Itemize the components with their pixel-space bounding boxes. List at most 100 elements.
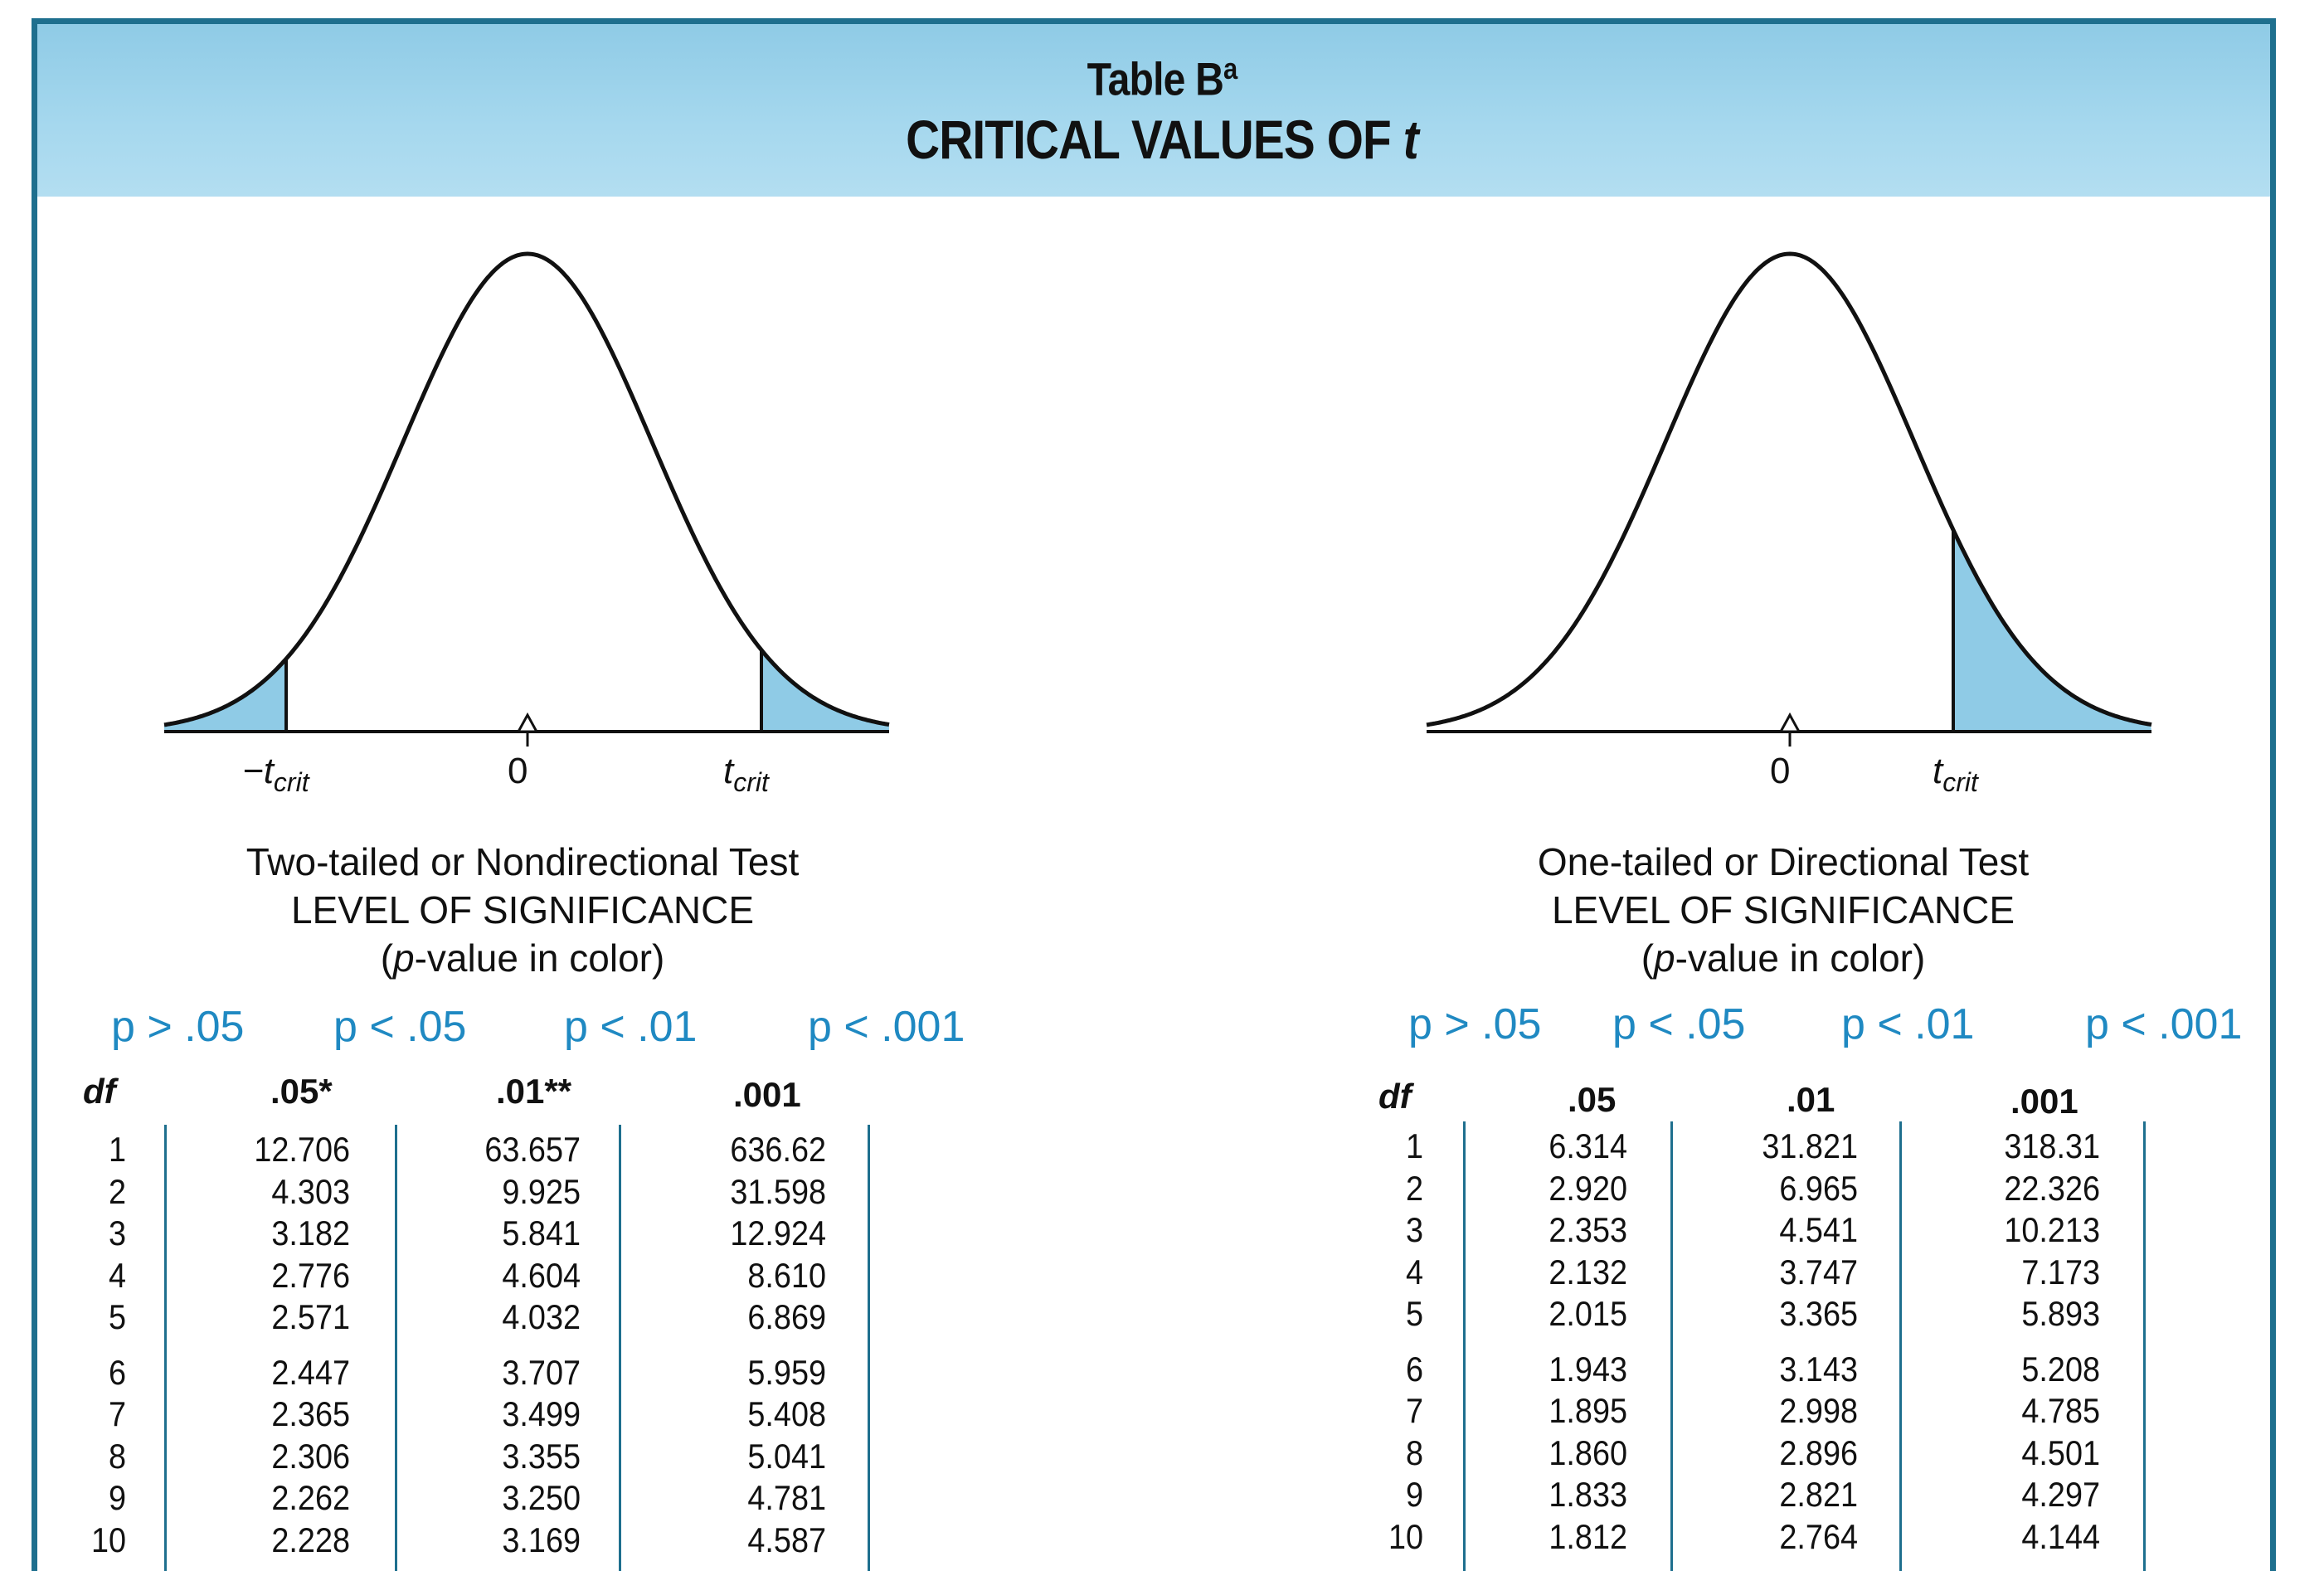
value-cell: 2.896 — [1779, 1432, 1858, 1472]
left-tail-shade — [164, 659, 286, 732]
col-header: .001 — [733, 1075, 801, 1114]
df-cell: 2 — [1405, 1168, 1423, 1208]
value-cell: 6.314 — [1549, 1126, 1627, 1165]
p-label: p < .05 — [333, 1003, 467, 1051]
p-label: p > .05 — [1408, 1000, 1542, 1048]
df-cell: 4 — [108, 1255, 126, 1295]
df-header: df — [1378, 1077, 1412, 1116]
value-cell: 2.132 — [1549, 1252, 1627, 1291]
value-cell: 31.821 — [1762, 1126, 1858, 1165]
value-cell: 2.262 — [271, 1478, 350, 1517]
one-tailed-curve — [1420, 224, 2158, 755]
value-cell: 2.571 — [271, 1297, 350, 1336]
column-rule — [1463, 1121, 1466, 1571]
value-cell: 12.706 — [254, 1130, 350, 1169]
two-tailed-caption: Two-tailed or Nondirectional Test LEVEL … — [246, 840, 800, 980]
column-rule — [1899, 1121, 1902, 1571]
value-cell: 318.31 — [2004, 1126, 2100, 1165]
value-cell: 1.943 — [1549, 1349, 1627, 1389]
value-cell: 1.812 — [1549, 1516, 1627, 1556]
df-cell: 4 — [1405, 1252, 1423, 1291]
zero-marker — [516, 712, 539, 733]
df-cell: 10 — [90, 1520, 126, 1559]
right-tail-shade — [761, 649, 889, 732]
column-rule — [1670, 1121, 1673, 1571]
df-cell: 5 — [108, 1297, 126, 1336]
col-header: .05* — [270, 1072, 333, 1111]
df-header: df — [83, 1072, 116, 1111]
table-frame — [32, 18, 2276, 1571]
p-label: p < .01 — [1841, 1000, 1975, 1048]
value-cell: 5.959 — [747, 1352, 826, 1392]
value-cell: 31.598 — [730, 1171, 826, 1211]
col-header: .05 — [1568, 1080, 1617, 1119]
df-cell: 6 — [1405, 1349, 1423, 1389]
value-cell: 4.785 — [2021, 1391, 2100, 1430]
df-cell: 5 — [1405, 1294, 1423, 1333]
df-cell: 10 — [1388, 1516, 1423, 1556]
p-label: p < .01 — [564, 1003, 698, 1051]
tcrit-label: tcrit — [1933, 751, 1978, 797]
table-subtitle: CRITICAL VALUES OF t — [906, 109, 1419, 170]
value-cell: 5.841 — [502, 1214, 581, 1252]
df-cell: 1 — [108, 1130, 126, 1169]
df-cell: 1 — [1405, 1126, 1423, 1165]
value-cell: 3.250 — [502, 1478, 581, 1517]
value-cell: 1.860 — [1549, 1432, 1627, 1472]
value-cell: 4.781 — [747, 1478, 826, 1517]
value-cell: 3.365 — [1779, 1294, 1858, 1333]
df-cell: 9 — [1405, 1475, 1423, 1514]
col-header: .01** — [496, 1072, 572, 1111]
column-rule — [2143, 1121, 2146, 1571]
value-cell: 3.747 — [1779, 1252, 1858, 1291]
table-title: Table Ba — [1087, 51, 1238, 105]
df-cell: 8 — [1405, 1432, 1423, 1472]
value-cell: 4.501 — [2021, 1432, 2100, 1472]
value-cell: 2.447 — [271, 1352, 350, 1392]
value-cell: 4.303 — [271, 1171, 350, 1211]
df-cell: 3 — [108, 1214, 126, 1252]
df-cell: 3 — [1405, 1210, 1423, 1249]
value-cell: 4.541 — [1779, 1210, 1858, 1249]
value-cell: 3.707 — [502, 1352, 581, 1392]
two-tailed-curve — [158, 224, 896, 755]
value-cell: 2.821 — [1779, 1475, 1858, 1514]
zero-label: 0 — [1770, 751, 1791, 791]
col-header: .001 — [2010, 1082, 2078, 1121]
value-cell: 22.326 — [2004, 1168, 2100, 1208]
value-cell: 3.143 — [1779, 1349, 1858, 1389]
p-label: p < .001 — [2085, 1000, 2243, 1048]
one-tailed-caption: One-tailed or Directional Test LEVEL OF … — [1537, 840, 2030, 980]
df-cell: 7 — [108, 1394, 126, 1433]
value-cell: 63.657 — [484, 1130, 581, 1169]
value-cell: 5.208 — [2021, 1349, 2100, 1389]
col-header: .01 — [1787, 1080, 1835, 1119]
value-cell: 2.920 — [1549, 1168, 1627, 1208]
df-cell: 9 — [108, 1478, 126, 1517]
value-cell: 4.032 — [502, 1297, 581, 1336]
df-cell: 2 — [108, 1171, 126, 1211]
value-cell: 2.776 — [271, 1255, 350, 1295]
value-cell: 5.041 — [747, 1436, 826, 1476]
value-cell: 4.587 — [747, 1520, 826, 1559]
value-cell: 4.604 — [502, 1255, 581, 1295]
value-cell: 636.62 — [730, 1130, 826, 1169]
zero-label: 0 — [508, 751, 528, 791]
p-label: p < .05 — [1612, 1000, 1746, 1048]
value-cell: 4.297 — [2021, 1475, 2100, 1514]
curve-line — [1426, 251, 2152, 727]
value-cell: 5.408 — [747, 1394, 826, 1433]
value-cell: 6.965 — [1779, 1168, 1858, 1208]
value-cell: 7.173 — [2021, 1252, 2100, 1291]
tcrit-label: tcrit — [723, 751, 769, 797]
value-cell: 2.228 — [271, 1520, 350, 1559]
value-cell: 1.895 — [1549, 1391, 1627, 1430]
curve-line — [163, 251, 890, 727]
value-cell: 12.924 — [730, 1214, 826, 1252]
value-cell: 10.213 — [2004, 1210, 2100, 1249]
value-cell: 3.182 — [271, 1214, 350, 1252]
column-rule — [619, 1125, 621, 1571]
value-cell: 2.306 — [271, 1436, 350, 1476]
value-cell: 6.869 — [747, 1297, 826, 1336]
p-label: p > .05 — [111, 1003, 245, 1051]
